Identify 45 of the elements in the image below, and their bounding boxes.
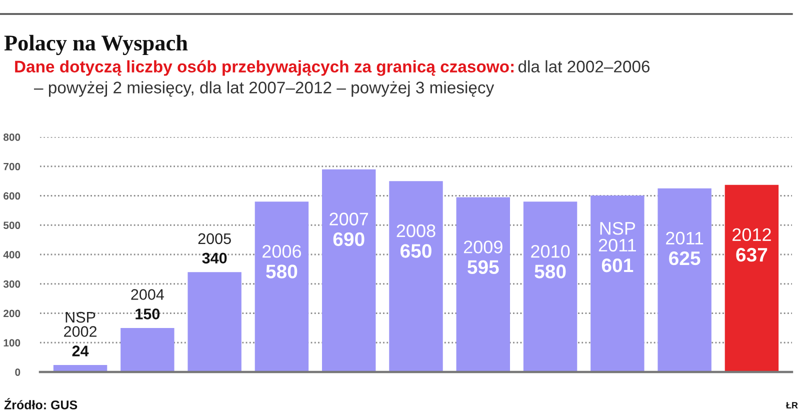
- chart-subtitle: Dane dotyczą liczby osób przebywających za granicą czasowo:: [15, 60, 514, 76]
- y-tick-label: 800: [4, 134, 20, 141]
- chart-title: Polacy na Wyspach: [4, 34, 188, 56]
- x-tick-label: 2009: [464, 240, 502, 254]
- data-label: 580: [266, 264, 298, 278]
- data-label: 580: [534, 264, 566, 278]
- bar: [724, 184, 779, 372]
- data-label: 625: [669, 251, 700, 266]
- y-tick-label: 700: [4, 162, 20, 170]
- y-tick-label: 500: [4, 222, 20, 229]
- y-tick-label: 200: [4, 310, 20, 318]
- bar: [658, 188, 712, 372]
- data-label: 150: [136, 308, 160, 320]
- text: ŁR: [786, 402, 798, 408]
- bar: [456, 197, 510, 372]
- bar: [322, 169, 376, 372]
- x-tick-label: 2011: [666, 232, 704, 245]
- y-tick-label: 0: [15, 368, 20, 376]
- data-label: 637: [736, 248, 768, 262]
- x-tick-label: 2004: [131, 289, 164, 300]
- data-label: 650: [400, 244, 432, 258]
- x-tick-label: 2012: [732, 228, 771, 242]
- x-tick-label: 2006: [262, 244, 302, 258]
- text: Źródło: GUS: [4, 398, 78, 410]
- data-label: 601: [602, 258, 634, 272]
- bar: [389, 181, 443, 372]
- x-tick-label: 2005: [198, 233, 231, 244]
- bar: [523, 202, 578, 372]
- data-label: 595: [468, 260, 499, 274]
- y-tick-label: 400: [3, 251, 20, 258]
- bar: [188, 272, 242, 372]
- y-tick-label: 300: [3, 280, 20, 288]
- y-tick-label: 100: [4, 339, 20, 346]
- bar: [120, 328, 174, 372]
- bar: [254, 202, 309, 372]
- x-tick-label: 2008: [396, 224, 436, 238]
- bar: [590, 195, 644, 372]
- x-tick-label: 2007: [330, 212, 368, 226]
- data-label: 24: [72, 346, 89, 356]
- y-tick-label: 600: [4, 192, 20, 200]
- x-tick-label: NSP 2002: [64, 312, 97, 337]
- x-tick-label: NSP 2011: [598, 222, 636, 252]
- x-tick-label: 2010: [531, 244, 570, 258]
- data-label: 340: [202, 252, 227, 264]
- data-label: 690: [333, 232, 364, 246]
